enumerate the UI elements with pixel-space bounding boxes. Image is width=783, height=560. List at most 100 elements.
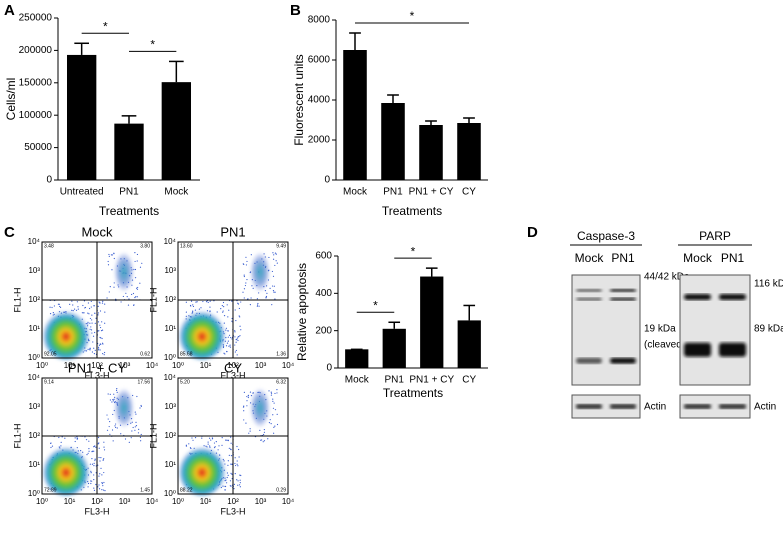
x-tick-label: 10⁴ — [282, 361, 295, 370]
event-dot — [99, 310, 102, 312]
protein-band — [719, 404, 746, 409]
x-tick-label: PN1 + CY — [409, 187, 454, 198]
event-dot — [257, 302, 259, 305]
event-dot — [84, 436, 86, 438]
event-dot — [128, 298, 130, 300]
significance-label: * — [150, 38, 155, 52]
event-dot — [246, 405, 248, 407]
event-dot — [223, 352, 225, 354]
event-dot — [249, 304, 251, 306]
event-dot — [269, 287, 271, 289]
y-tick-label: 0 — [46, 175, 52, 186]
event-dot — [106, 429, 109, 431]
event-dot — [272, 289, 275, 292]
plot-title: CY — [224, 360, 242, 375]
event-dot — [276, 389, 278, 391]
event-dot — [111, 401, 113, 403]
event-dot — [100, 457, 102, 459]
event-dot — [88, 307, 91, 310]
event-dot — [94, 349, 96, 351]
event-dot — [234, 473, 236, 475]
event-dot — [231, 300, 233, 302]
y-tick-label: 10² — [28, 431, 40, 440]
event-dot — [89, 317, 92, 320]
x-tick-label: 10² — [91, 497, 103, 506]
event-dot — [113, 286, 115, 288]
event-dot — [227, 464, 229, 466]
error-bar — [388, 321, 401, 329]
lane-label: PN1 — [721, 251, 745, 265]
quadrant-percent: 85.68 — [180, 351, 193, 357]
event-dot — [258, 292, 260, 294]
event-dot — [89, 322, 91, 324]
event-dot — [139, 266, 142, 268]
y-tick-label: 10² — [164, 295, 176, 304]
event-dot — [115, 298, 117, 300]
event-dot — [229, 480, 232, 482]
event-dot — [112, 398, 114, 401]
event-dot — [207, 443, 209, 445]
blot-membrane — [571, 274, 641, 386]
event-dot — [136, 260, 138, 262]
event-dot — [90, 329, 93, 331]
bar — [345, 349, 369, 368]
x-axis-label: Treatments — [99, 204, 159, 218]
y-tick-label: 10⁴ — [164, 237, 177, 246]
y-axis-label: Cells/ml — [4, 78, 18, 121]
event-dot — [103, 354, 105, 356]
event-dot — [259, 429, 261, 431]
y-tick-label: 10² — [28, 295, 40, 304]
event-dot — [94, 459, 96, 462]
event-dot — [228, 309, 230, 311]
x-tick-label: PN1 — [385, 375, 405, 386]
event-dot — [191, 437, 193, 439]
event-dot — [101, 474, 103, 476]
event-dot — [59, 306, 62, 308]
event-dot — [94, 331, 96, 334]
event-dot — [234, 336, 236, 338]
event-dot — [267, 438, 269, 440]
event-dot — [271, 304, 273, 306]
event-dot — [268, 390, 270, 392]
x-tick-label: 10⁴ — [146, 361, 159, 370]
event-dot — [74, 440, 76, 443]
event-dot — [89, 328, 91, 330]
event-dot — [230, 436, 232, 438]
event-dot — [195, 301, 197, 303]
plot-title: PN1 + CY — [68, 360, 126, 375]
event-dot — [126, 296, 128, 298]
event-dot — [225, 439, 227, 441]
event-dot — [91, 351, 94, 353]
y-tick-label: 200000 — [19, 45, 53, 56]
event-dot — [236, 460, 238, 462]
event-dot — [132, 394, 134, 397]
y-tick-label: 0 — [324, 175, 330, 186]
event-dot — [81, 312, 83, 314]
event-dot — [228, 334, 231, 336]
event-dot — [245, 264, 248, 266]
event-dot — [272, 258, 275, 260]
event-dot — [248, 432, 250, 434]
event-dot — [230, 472, 232, 475]
event-dot — [138, 428, 140, 430]
event-dot — [256, 305, 258, 307]
event-dot — [94, 458, 96, 460]
event-dot — [273, 432, 275, 434]
event-dot — [236, 479, 238, 481]
event-dot — [106, 414, 108, 416]
event-dot — [97, 330, 99, 332]
event-dot — [216, 311, 218, 313]
event-dot — [85, 439, 88, 441]
event-dot — [115, 423, 117, 425]
event-dot — [245, 422, 247, 424]
event-dot — [103, 458, 105, 460]
event-dot — [257, 304, 259, 306]
y-tick-label: 0 — [326, 363, 332, 374]
event-dot — [139, 407, 141, 409]
event-dot — [236, 354, 238, 356]
event-dot — [188, 443, 190, 445]
y-tick-label: 10¹ — [28, 324, 40, 333]
event-dot — [111, 254, 114, 256]
event-dot — [122, 295, 124, 298]
event-dot — [247, 394, 249, 396]
